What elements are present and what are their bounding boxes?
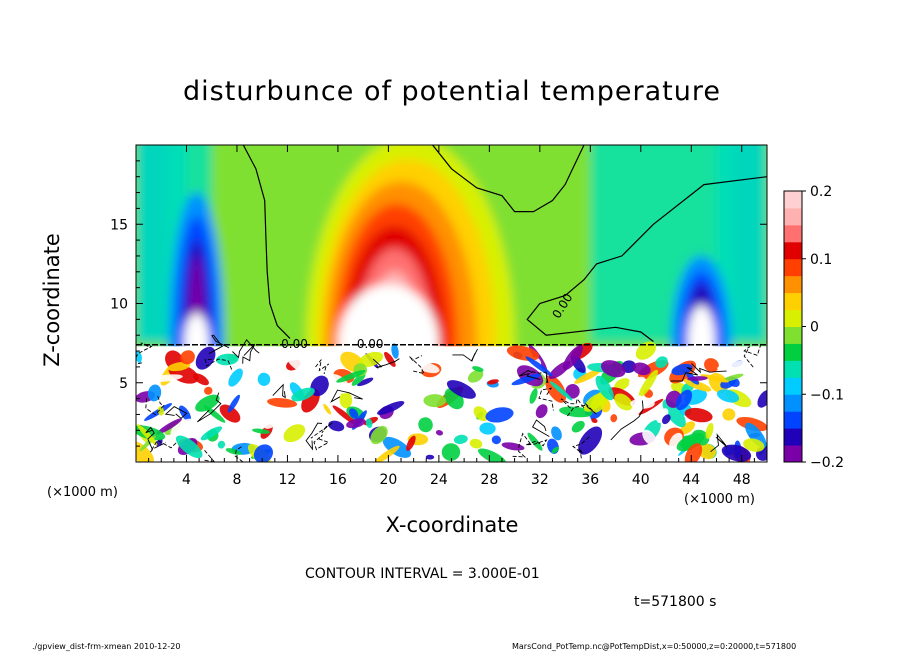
heatmap-lower-field	[136, 341, 767, 462]
y-tick-label: 10	[110, 297, 128, 313]
y-axis-unit-label: (×1000 m)	[47, 485, 118, 500]
x-tick-label: 36	[581, 472, 599, 488]
colorbar-step	[784, 207, 802, 226]
footer-source: MarsCond_PotTemp.nc@PotTempDist,x=0:5000…	[512, 642, 797, 651]
y-axis-ticks: 5 10 15	[110, 160, 767, 447]
colorbar-step	[784, 258, 802, 277]
x-tick-label: 16	[329, 472, 347, 488]
contour-label: 0.00	[281, 337, 308, 351]
y-tick-label: 5	[119, 376, 128, 392]
x-axis-unit-label: (×1000 m)	[684, 492, 755, 507]
x-tick-label: 4	[182, 472, 191, 488]
colorbar-step	[784, 275, 802, 294]
colorbar-step	[784, 360, 802, 378]
colorbar-tick-label: 0	[810, 320, 819, 336]
colorbar-step	[784, 241, 802, 260]
colorbar-tick-label: −0.1	[810, 387, 844, 403]
chart-title: disturbunce of potential temperature	[183, 76, 721, 107]
contour-interval-text: CONTOUR INTERVAL = 3.000E-01	[305, 566, 540, 582]
colorbar-step	[784, 292, 802, 311]
x-tick-label: 48	[733, 472, 751, 488]
colorbar-step	[784, 326, 802, 344]
colorbar-tick-label: 0.1	[810, 252, 832, 268]
y-tick-label: 15	[110, 217, 128, 233]
colorbar-step	[784, 428, 802, 446]
colorbar-step	[784, 309, 802, 327]
colorbar-step	[784, 394, 802, 412]
x-axis-label: X-coordinate	[385, 513, 519, 537]
x-tick-label: 28	[480, 472, 498, 488]
heatmap-area	[136, 145, 767, 462]
colorbar-tick-label: 0.2	[810, 184, 832, 200]
contour-label: 0.00	[357, 337, 384, 351]
colorbar-step	[784, 191, 802, 209]
contour-lines	[136, 145, 767, 462]
x-axis-ticks: 4 8 12 16 20 24 28 32 36 40 44 48	[148, 145, 755, 488]
x-tick-label: 44	[682, 472, 700, 488]
colorbar-step	[784, 224, 802, 243]
footer-command: ./gpview_dist-frm-xmean 2010-12-20	[32, 642, 181, 651]
time-label: t=571800 s	[634, 594, 717, 610]
x-tick-label: 32	[531, 472, 549, 488]
x-tick-label: 40	[632, 472, 650, 488]
colorbar-step	[784, 343, 802, 361]
x-tick-label: 20	[379, 472, 397, 488]
x-tick-label: 24	[430, 472, 448, 488]
colorbar-step	[784, 377, 802, 395]
heatmap-upper-field	[136, 145, 767, 462]
colorbar: 0.2 0.1 0 −0.1 −0.2	[783, 184, 844, 471]
x-tick-label: 8	[232, 472, 241, 488]
x-tick-label: 12	[279, 472, 297, 488]
colorbar-step	[784, 445, 802, 463]
colorbar-step	[784, 411, 802, 429]
colorbar-tick-label: −0.2	[810, 455, 844, 471]
